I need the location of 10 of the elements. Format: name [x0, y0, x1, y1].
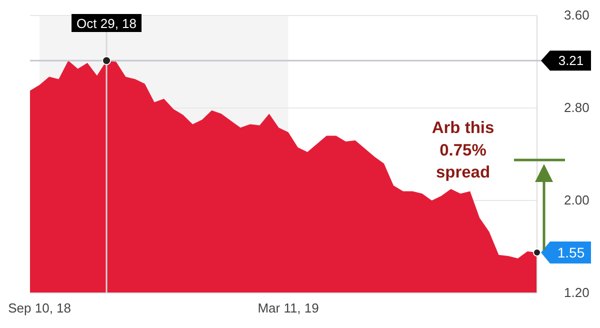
y-tick-label: 2.00 — [564, 192, 590, 208]
y-tick-label: 1.20 — [564, 285, 590, 300]
x-tick-label: Mar 11, 19 — [258, 300, 319, 316]
y-tick-label: 3.60 — [564, 8, 590, 23]
annotation: Arb this 0.75% spread — [432, 119, 494, 182]
y-tick-label: 2.80 — [564, 100, 590, 116]
annotation: 1.55 — [557, 244, 585, 261]
x-tick-label: Sep 10, 18 — [8, 300, 72, 316]
ref-line-label: 3.21 — [558, 53, 584, 68]
ref-line-label: Oct 29, 18 — [76, 16, 137, 31]
